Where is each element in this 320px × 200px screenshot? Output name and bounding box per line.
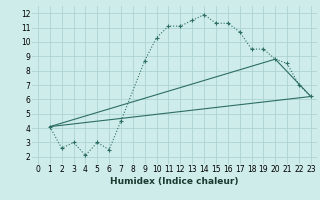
X-axis label: Humidex (Indice chaleur): Humidex (Indice chaleur)	[110, 177, 239, 186]
